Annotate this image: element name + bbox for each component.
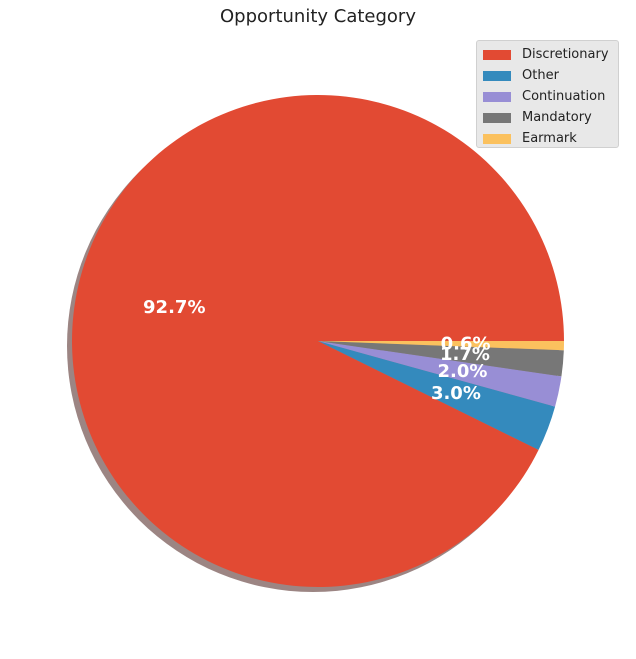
legend-item-discretionary: Discretionary xyxy=(483,44,618,65)
legend-item-other: Other xyxy=(483,65,618,86)
chart-title: Opportunity Category xyxy=(220,6,416,27)
legend-item-mandatory: Mandatory xyxy=(483,107,618,128)
legend-swatch xyxy=(483,91,511,102)
legend-label: Other xyxy=(522,68,559,83)
pie-slice-continuation xyxy=(318,341,562,407)
legend-swatch xyxy=(483,133,511,144)
slice-label-other: 3.0% xyxy=(431,383,481,404)
pie-slice-earmark xyxy=(318,341,564,351)
legend-label: Continuation xyxy=(522,89,606,104)
legend-label: Earmark xyxy=(522,131,577,146)
legend-swatch xyxy=(483,70,511,81)
slice-label-discretionary: 92.7% xyxy=(143,297,205,318)
legend-label: Mandatory xyxy=(522,110,592,125)
legend-label: Discretionary xyxy=(522,47,609,62)
pie-slice-other xyxy=(318,341,556,450)
slice-label-earmark: 0.6% xyxy=(441,333,491,354)
legend-swatch xyxy=(483,112,511,123)
pie-slice-discretionary xyxy=(72,94,565,587)
legend: Discretionary Other Continuation Mandatory E… xyxy=(476,40,619,148)
slice-label-continuation: 2.0% xyxy=(437,361,487,382)
legend-item-continuation: Continuation xyxy=(483,86,618,107)
legend-item-earmark: Earmark xyxy=(483,128,618,149)
slice-label-mandatory: 1.7% xyxy=(440,344,490,365)
pie-slice-mandatory xyxy=(318,341,564,377)
legend-swatch xyxy=(483,49,511,60)
